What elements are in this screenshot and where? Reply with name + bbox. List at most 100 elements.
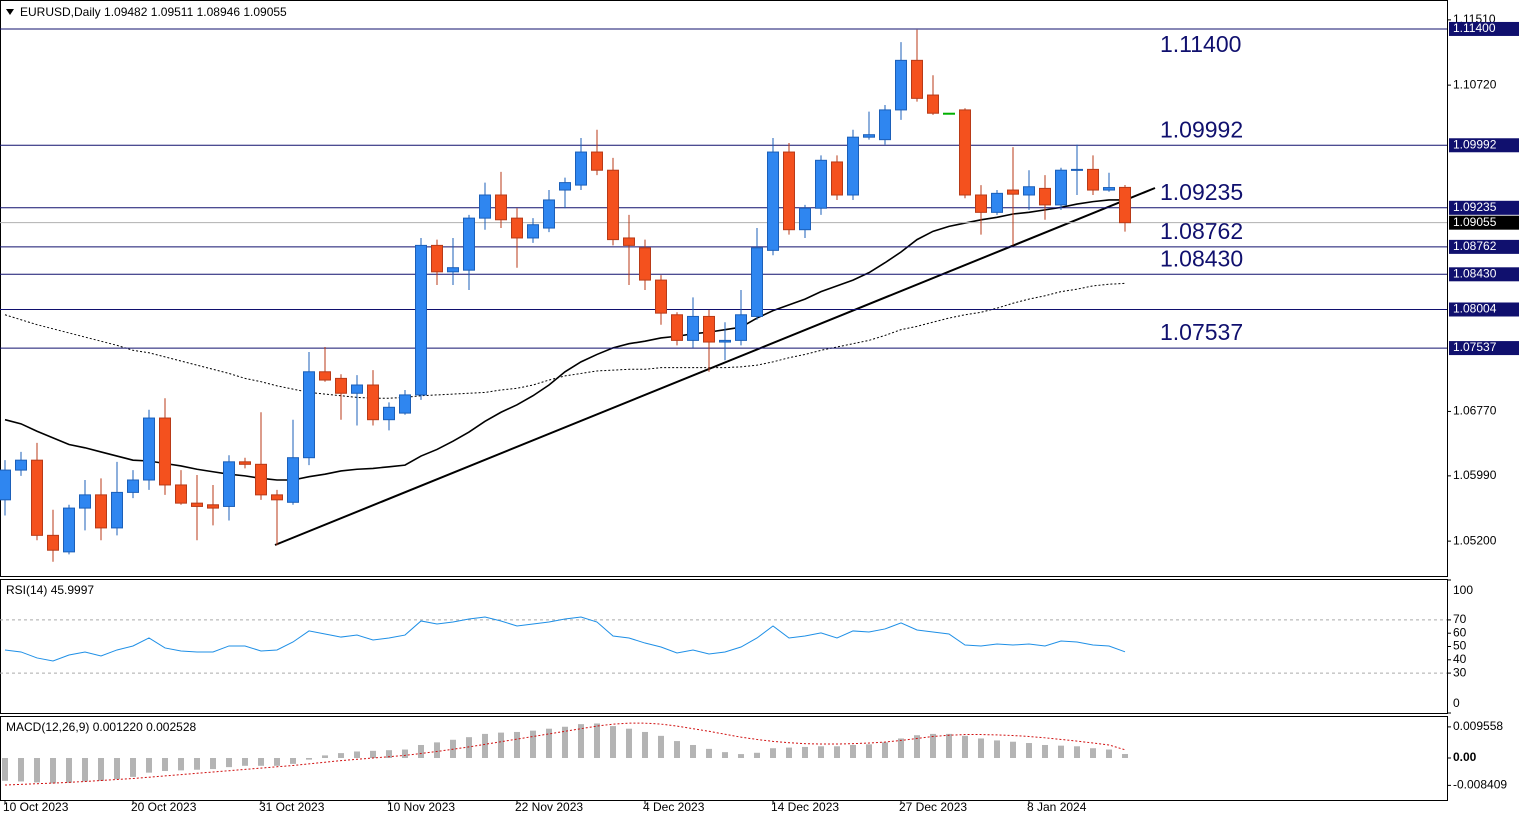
last-price-label: 1.09055 [1453, 215, 1497, 229]
macd-bar [2, 758, 8, 781]
macd-bar [434, 742, 440, 758]
macd-bar [18, 758, 24, 782]
macd-bar [994, 740, 1000, 758]
candle-body [319, 371, 331, 381]
candle-body [335, 377, 347, 394]
macd-bar [1010, 741, 1016, 758]
macd-bar [546, 728, 552, 758]
macd-bar [242, 758, 248, 766]
macd-bar [850, 744, 856, 758]
header-close: 1.09055 [243, 5, 287, 19]
macd-bar [626, 728, 632, 758]
signal-last: 0.002528 [146, 720, 196, 734]
macd-bar [898, 738, 904, 758]
macd-bar [274, 758, 280, 766]
trendline [274, 187, 1156, 546]
candle-body [143, 417, 155, 481]
candle-body [15, 459, 27, 471]
macd-bar [786, 747, 792, 758]
candle-body [463, 217, 475, 271]
macd-bar [290, 758, 296, 764]
candle-body [863, 134, 875, 138]
candle-body [223, 461, 235, 507]
macd-bar [674, 741, 680, 758]
candle-body [207, 504, 219, 509]
level-annotation: 1.11400 [1160, 31, 1241, 57]
macd-bar [802, 746, 808, 758]
macd-bar [1074, 746, 1080, 758]
level-annotation: 1.09992 [1160, 116, 1243, 142]
macd-bar [530, 730, 536, 758]
candle-body [79, 494, 91, 509]
macd-bar [50, 758, 56, 784]
level-box [1449, 200, 1519, 215]
y-tick-label: 60 [1453, 625, 1467, 639]
candle-body [591, 151, 603, 171]
macd-bar [514, 731, 520, 758]
candle-body [783, 151, 795, 231]
y-tick-label: 0.009558 [1453, 719, 1503, 733]
candle-body [735, 314, 747, 341]
candle-body [959, 109, 971, 196]
macd-bar [978, 738, 984, 758]
y-tick-label: 0.00 [1453, 750, 1477, 764]
candle-body [1119, 186, 1131, 224]
macd-bar [754, 752, 760, 758]
macd-bar [818, 746, 824, 758]
symbol: EURUSD,Daily [20, 5, 101, 19]
candle-body [719, 339, 731, 343]
macd-bar [722, 752, 728, 758]
candle-body [239, 461, 251, 465]
candle-body [607, 169, 619, 241]
macd-bar [498, 732, 504, 758]
candle-body [751, 247, 763, 317]
candle-body [1007, 189, 1019, 195]
macd-bar [1042, 744, 1048, 758]
level-annotation: 1.08430 [1160, 245, 1243, 271]
candle-body [383, 406, 395, 421]
candle-body [623, 237, 635, 246]
candle-body [799, 207, 811, 231]
macd-bar [962, 735, 968, 758]
level-box [1449, 267, 1519, 282]
macd-bar [194, 758, 200, 770]
candle-body [767, 151, 779, 251]
candle-body [63, 507, 75, 553]
y-tick-label: 40 [1453, 652, 1467, 666]
macd-bar [114, 758, 120, 780]
macd-bar [34, 758, 40, 783]
candle-body [191, 502, 203, 507]
menu-triangle[interactable] [6, 9, 14, 15]
candle-body [879, 109, 891, 141]
candle-body [911, 59, 923, 99]
macd-bar [562, 726, 568, 758]
candle-body [111, 491, 123, 529]
candle-body [895, 59, 907, 111]
candle-body [47, 534, 59, 551]
y-tick-label: 70 [1453, 612, 1467, 626]
macd-bar [402, 749, 408, 758]
macd-bar [482, 733, 488, 758]
x-tick-label: 14 Dec 2023 [771, 800, 839, 814]
macd-bar [226, 758, 232, 768]
candle-body [367, 384, 379, 421]
candle-body [1071, 168, 1083, 171]
candle-body [943, 112, 955, 115]
candle-body [31, 459, 43, 536]
level-box [1449, 341, 1519, 356]
candle-body [847, 136, 859, 196]
y-tick-label: 30 [1453, 665, 1467, 679]
candle-body [639, 247, 651, 281]
price-panel-frame [0, 0, 1448, 577]
candle-body [687, 315, 699, 341]
candle-body [431, 244, 443, 273]
candle-body [559, 182, 571, 191]
macd-bar [642, 731, 648, 758]
macd-bar [82, 758, 88, 782]
macd-bar [322, 755, 328, 758]
level-annotation: 1.07537 [1160, 319, 1243, 345]
candle-body [703, 315, 715, 343]
level-box [1449, 302, 1519, 317]
x-tick-label: 10 Nov 2023 [387, 800, 455, 814]
